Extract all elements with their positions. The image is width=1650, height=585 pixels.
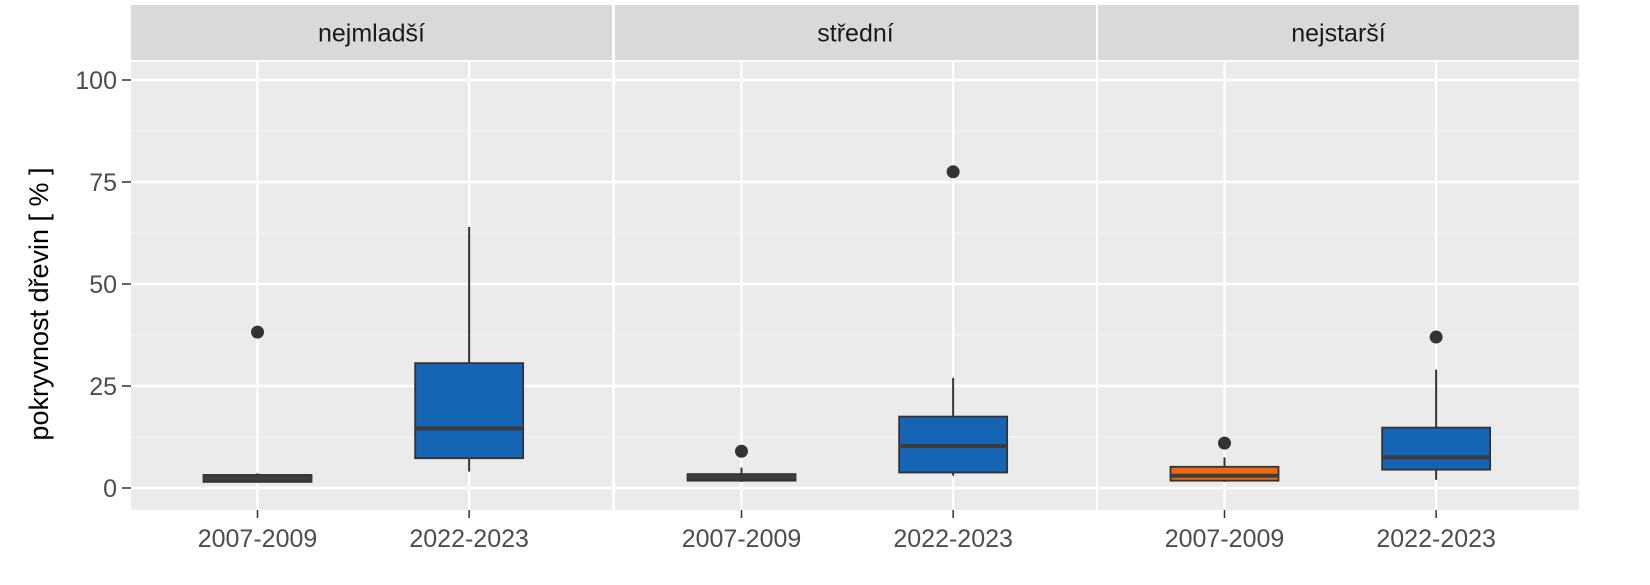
facet-panel-3: nejstarší 2007-2009 2022-2023 <box>1098 5 1579 553</box>
box-2022-2023 <box>898 165 1009 476</box>
x-tick-label: 2007-2009 <box>198 525 318 553</box>
x-tick-label: 2007-2009 <box>682 525 802 553</box>
panel-background <box>131 62 612 510</box>
facet-strip <box>131 5 612 60</box>
outlier-point <box>1218 436 1232 450</box>
box-2007-2009 <box>1169 436 1280 482</box>
box-2022-2023 <box>414 226 525 472</box>
x-tick-label: 2007-2009 <box>1165 525 1285 553</box>
y-tick-label: 0 <box>103 475 117 503</box>
facet-strip <box>1098 5 1579 60</box>
panel-background <box>615 62 1096 510</box>
outlier-point <box>946 165 960 179</box>
facet-title: střední <box>817 20 893 48</box>
facet-title: nejstarší <box>1291 20 1386 48</box>
box-iqr <box>1169 465 1280 482</box>
box-2022-2023 <box>1381 330 1492 480</box>
facet-title: nejmladší <box>318 20 425 48</box>
x-tick-label: 2022-2023 <box>1376 525 1496 553</box>
outlier-point <box>1429 330 1443 344</box>
x-tick-label: 2022-2023 <box>409 525 529 553</box>
box-iqr <box>1381 426 1492 471</box>
box-2007-2009 <box>202 325 313 483</box>
y-tick-label: 75 <box>89 169 117 197</box>
panel-background <box>1098 62 1579 510</box>
outlier-point <box>735 444 749 458</box>
outlier-point <box>251 325 265 339</box>
box-2007-2009 <box>686 444 797 482</box>
box-iqr <box>414 362 525 460</box>
y-tick-label: 25 <box>89 373 117 401</box>
facet-strip <box>615 5 1096 60</box>
facet-panel-2: střední 2007-2009 2022-2023 <box>615 5 1096 553</box>
y-tick-label: 50 <box>89 271 117 299</box>
x-tick-label: 2022-2023 <box>893 525 1013 553</box>
y-tick-label: 100 <box>75 67 117 95</box>
facet-panel-1: nejmladší 2007-2009 2022-2023 <box>131 5 612 553</box>
y-axis-title: pokryvnost dřevin [ % ] <box>24 167 54 440</box>
